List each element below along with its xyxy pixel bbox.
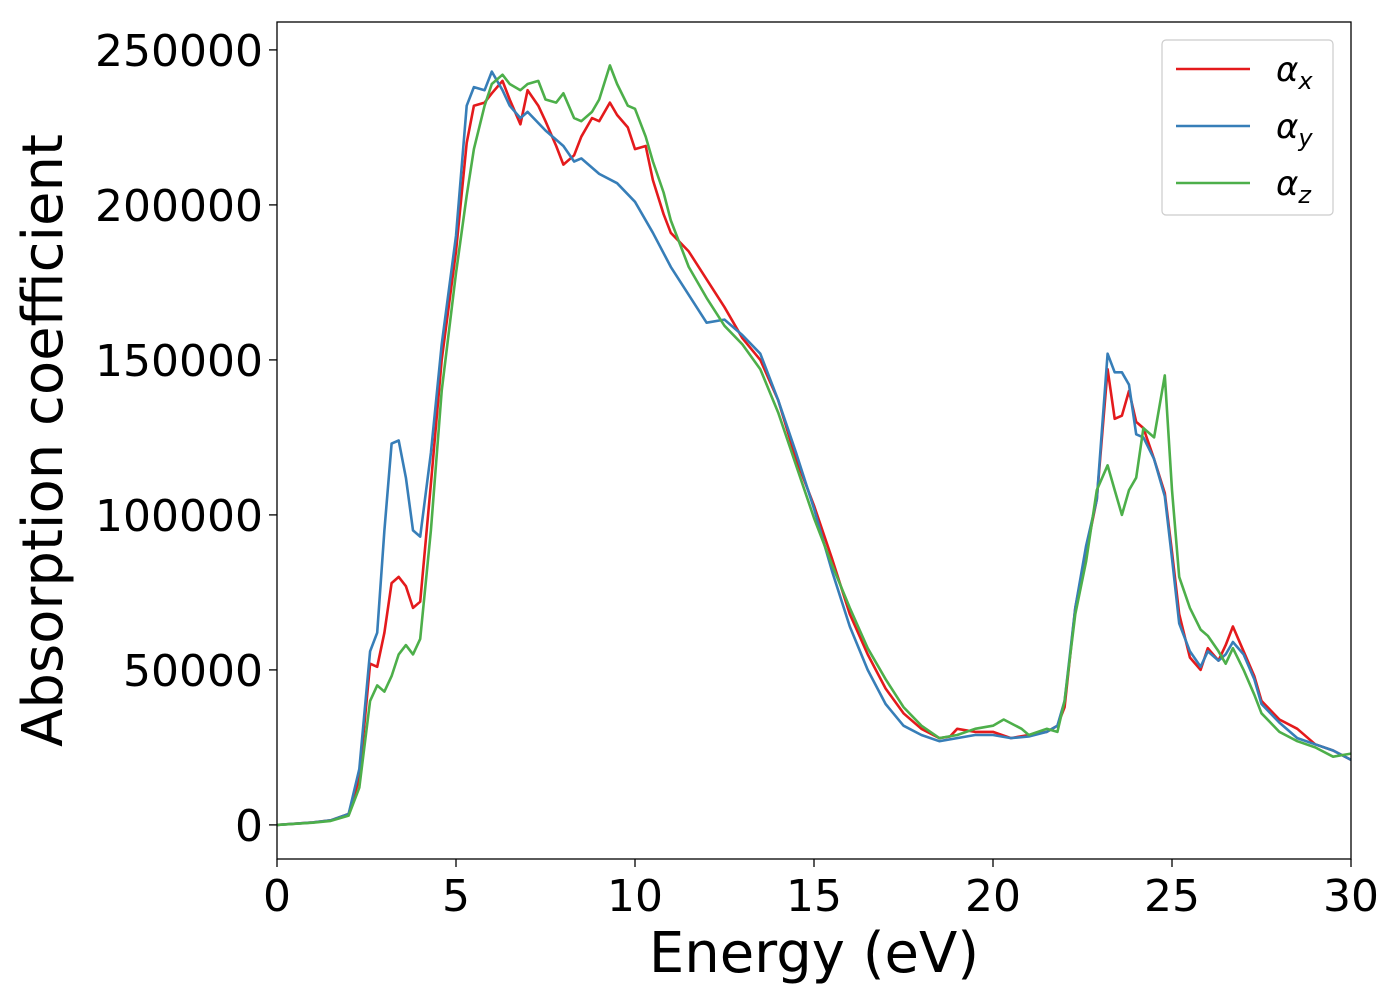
y-axis-title: Absorption coefficient (11, 134, 76, 747)
y-tick-label: 0 (235, 801, 263, 852)
y-tick-label: 200000 (95, 181, 263, 232)
x-tick-label: 20 (965, 871, 1021, 922)
series-line-z (277, 64, 1351, 827)
x-tick-label: 10 (607, 871, 663, 922)
legend-box (1161, 39, 1334, 216)
y-tick-label: 100000 (95, 491, 263, 542)
y-tick-label: 150000 (95, 336, 263, 387)
x-tick-label: 5 (442, 871, 470, 922)
y-axis: 0 50000 100000 150000 200000 250000 (95, 26, 277, 852)
y-tick-label: 50000 (123, 646, 263, 697)
x-tick-label: 30 (1323, 871, 1379, 922)
x-axis-title: Energy (eV) (649, 921, 979, 986)
legend-label-z: αz (1276, 164, 1312, 209)
legend-label-y: αy (1276, 107, 1313, 152)
x-tick-label: 15 (786, 871, 842, 922)
x-tick-label: 0 (263, 871, 291, 922)
series-line-y (277, 70, 1351, 827)
x-tick-label: 25 (1144, 871, 1200, 922)
y-tick-label: 250000 (95, 26, 263, 77)
legend: αx αy αz (1161, 39, 1334, 216)
series-layer (277, 64, 1351, 827)
legend-label-x: αx (1276, 50, 1313, 95)
x-axis: 0 5 10 15 20 25 30 (263, 859, 1379, 922)
